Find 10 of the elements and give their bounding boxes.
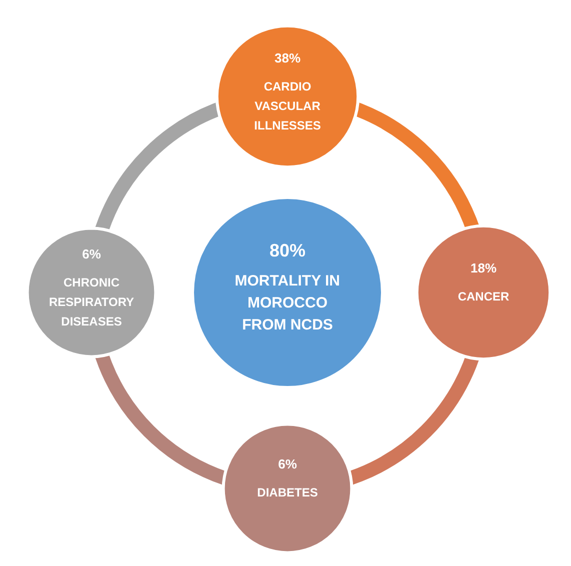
text: MORTALITY IN MOROCCO FROM NCDS — [234, 272, 340, 334]
category-label: CANCER — [458, 290, 510, 304]
data-label: 38% — [274, 50, 301, 66]
data-label: 6% — [82, 246, 102, 262]
category-label: DIABETES — [257, 486, 318, 500]
data-label: 6% — [278, 456, 298, 472]
category-label: CHRONIC RESPIRATORY DISEASES — [48, 276, 134, 329]
data-label: 18% — [470, 260, 497, 276]
text: 80% — [269, 240, 306, 260]
category-label: CARDIO VASCULAR ILLNESSES — [254, 80, 321, 133]
